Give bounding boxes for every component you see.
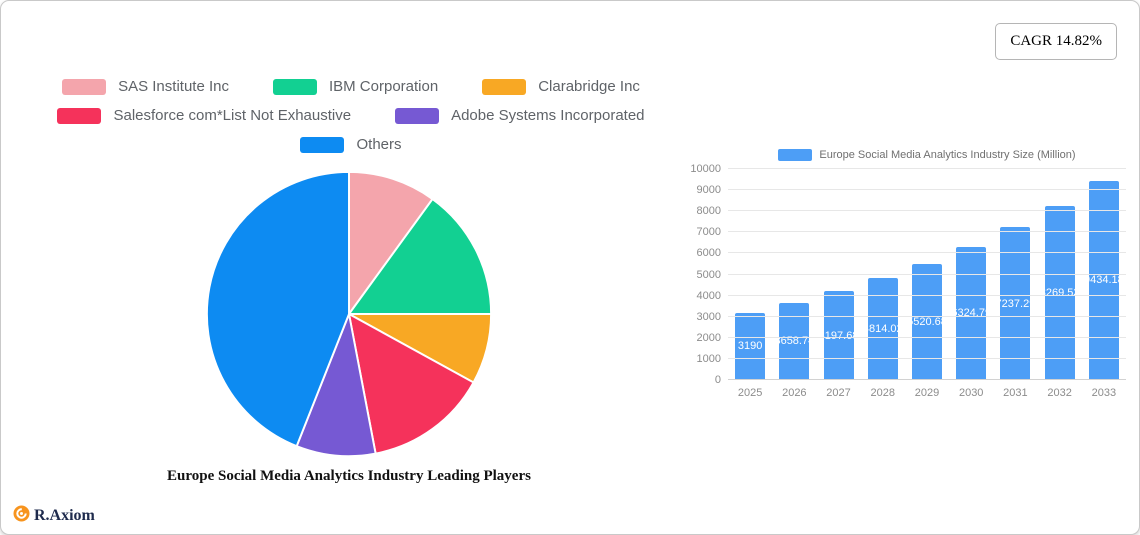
pie-slice-ibm-corporation [347,197,493,315]
pie-chart [205,170,493,458]
logo-text: R.Axiom [34,507,95,524]
legend-label-sas-institute-inc: SAS Institute Inc [118,78,229,95]
legend-item-sas-institute-inc: SAS Institute Inc [62,77,229,97]
legend-swatch-others [300,137,345,153]
y-tick-label-9000: 9000 [696,184,721,197]
bar-column-2027: 4197.68 [816,169,860,380]
pie-legend: SAS Institute Inc IBM Corporation Clarabri… [31,77,671,164]
logo: R.Axiom [13,505,95,527]
bar-value-label-2026: 3658.74 [779,335,809,348]
bar-chart-legend: Europe Social Media Analytics Industry S… [728,149,1126,161]
gridline-4000 [728,294,1126,296]
legend-item-clarabridge-inc: Clarabridge Inc [482,77,640,97]
x-tick-label-2032: 2032 [1047,387,1072,399]
gridline-1000 [728,357,1126,359]
legend-label-salesforce-com-list-not-exhaustive: Salesforce com*List Not Exhaustive [113,107,352,124]
bar-chart-x-axis: 2025 2026 2027 2028 2029 2030 2031 2032 2033 [728,387,1126,399]
cagr-badge: CAGR 14.82% [995,23,1117,60]
pie-slice-salesforce-com-list-not-exhaustive [347,312,475,455]
gridline-3000 [728,315,1126,317]
legend-swatch-sas-institute-inc [62,79,107,95]
y-tick-label-0: 0 [714,374,721,386]
x-tick-label-2033: 2033 [1091,387,1117,399]
gridline-6000 [728,252,1126,254]
gridline-10000 [728,168,1126,169]
pie-title: Europe Social Media Analytics Industry L… [167,468,531,484]
pie-slice-others [205,170,350,448]
bar-column-2026: 3658.74 [772,169,816,380]
bar-2033: 9434.18 [1088,180,1119,380]
bar-value-label-2029: 5520.68 [912,315,942,328]
bar-column-2025: 3190 [728,169,772,380]
y-tick-label-4000: 4000 [696,289,721,302]
bar-column-2032: 8269.53 [1038,169,1082,380]
bar-column-2033: 9434.18 [1082,169,1126,380]
legend-label-adobe-systems-incorporated: Adobe Systems Incorporated [451,107,645,124]
x-tick-label-2027: 2027 [826,387,851,399]
y-tick-label-5000: 5000 [696,268,721,281]
bar-2029: 5520.68 [911,263,942,380]
legend-item-adobe-systems-incorporated: Adobe Systems Incorporated [395,106,645,126]
bar-2027: 4197.68 [823,291,854,380]
gridline-0 [728,379,1126,380]
bar-2025: 3190 [735,312,766,380]
gridline-7000 [728,231,1126,233]
legend-swatch-clarabridge-inc [482,79,527,95]
bar-value-label-2032: 8269.53 [1045,286,1075,299]
cagr-text: CAGR 14.82% [1010,33,1102,49]
y-tick-label-6000: 6000 [696,247,721,260]
y-tick-label-8000: 8000 [696,205,721,218]
bar-value-label-2033: 9434.18 [1089,274,1119,287]
bar-value-label-2028: 4814.02 [868,323,898,336]
legend-label-clarabridge-inc: Clarabridge Inc [538,78,640,95]
y-tick-label-2000: 2000 [696,331,721,344]
bar-2026: 3658.74 [779,302,810,380]
bar-value-label-2027: 4197.68 [824,329,854,342]
x-tick-label-2029: 2029 [914,387,940,399]
bar-2032: 8269.53 [1044,205,1075,380]
x-tick-label-2031: 2031 [1003,387,1028,399]
x-tick-label-2025: 2025 [737,387,763,399]
x-tick-label-2028: 2028 [870,387,895,399]
y-tick-label-1000: 1000 [696,352,721,365]
legend-swatch-ibm-corporation [272,79,317,95]
bar-column-2029: 5520.68 [905,169,949,380]
x-tick-label-2030: 2030 [958,387,984,399]
legend-swatch-adobe-systems-incorporated [395,108,440,124]
gridline-9000 [728,189,1126,191]
bar-legend-swatch [778,149,813,161]
y-tick-label-7000: 7000 [696,226,721,239]
y-tick-label-10000: 10000 [690,163,721,175]
legend-label-others: Others [356,136,402,153]
x-tick-label-2026: 2026 [782,387,807,399]
bar-legend-label: Europe Social Media Analytics Industry S… [819,149,1076,161]
gridline-5000 [728,273,1126,275]
bar-chart-y-axis: 0 1000 2000 3000 4000 5000 6000 7000 8000 9000 100… [653,163,721,386]
bar-value-label-2025: 3190 [737,340,763,353]
bar-column-2028: 4814.02 [861,169,905,380]
legend-item-salesforce-com-list-not-exhaustive: Salesforce com*List Not Exhaustive [57,106,351,126]
pie-legend-row-2: Salesforce com*List Not Exhaustive Adobe … [31,106,671,126]
pie-slice-adobe-systems-incorporated [295,310,377,458]
gridline-8000 [728,210,1126,212]
logo-icon [13,505,30,527]
y-tick-label-3000: 3000 [696,310,721,323]
pie-legend-row-1: SAS Institute Inc IBM Corporation Clarabri… [31,77,671,97]
legend-label-ibm-corporation: IBM Corporation [328,78,439,95]
pie-legend-row-3: Others [31,135,671,155]
legend-item-others: Others [300,135,402,155]
legend-item-ibm-corporation: IBM Corporation [272,77,439,97]
pie-slice-sas-institute-inc [348,170,434,318]
gridline-2000 [728,336,1126,338]
legend-swatch-salesforce-com-list-not-exhaustive [57,108,102,124]
